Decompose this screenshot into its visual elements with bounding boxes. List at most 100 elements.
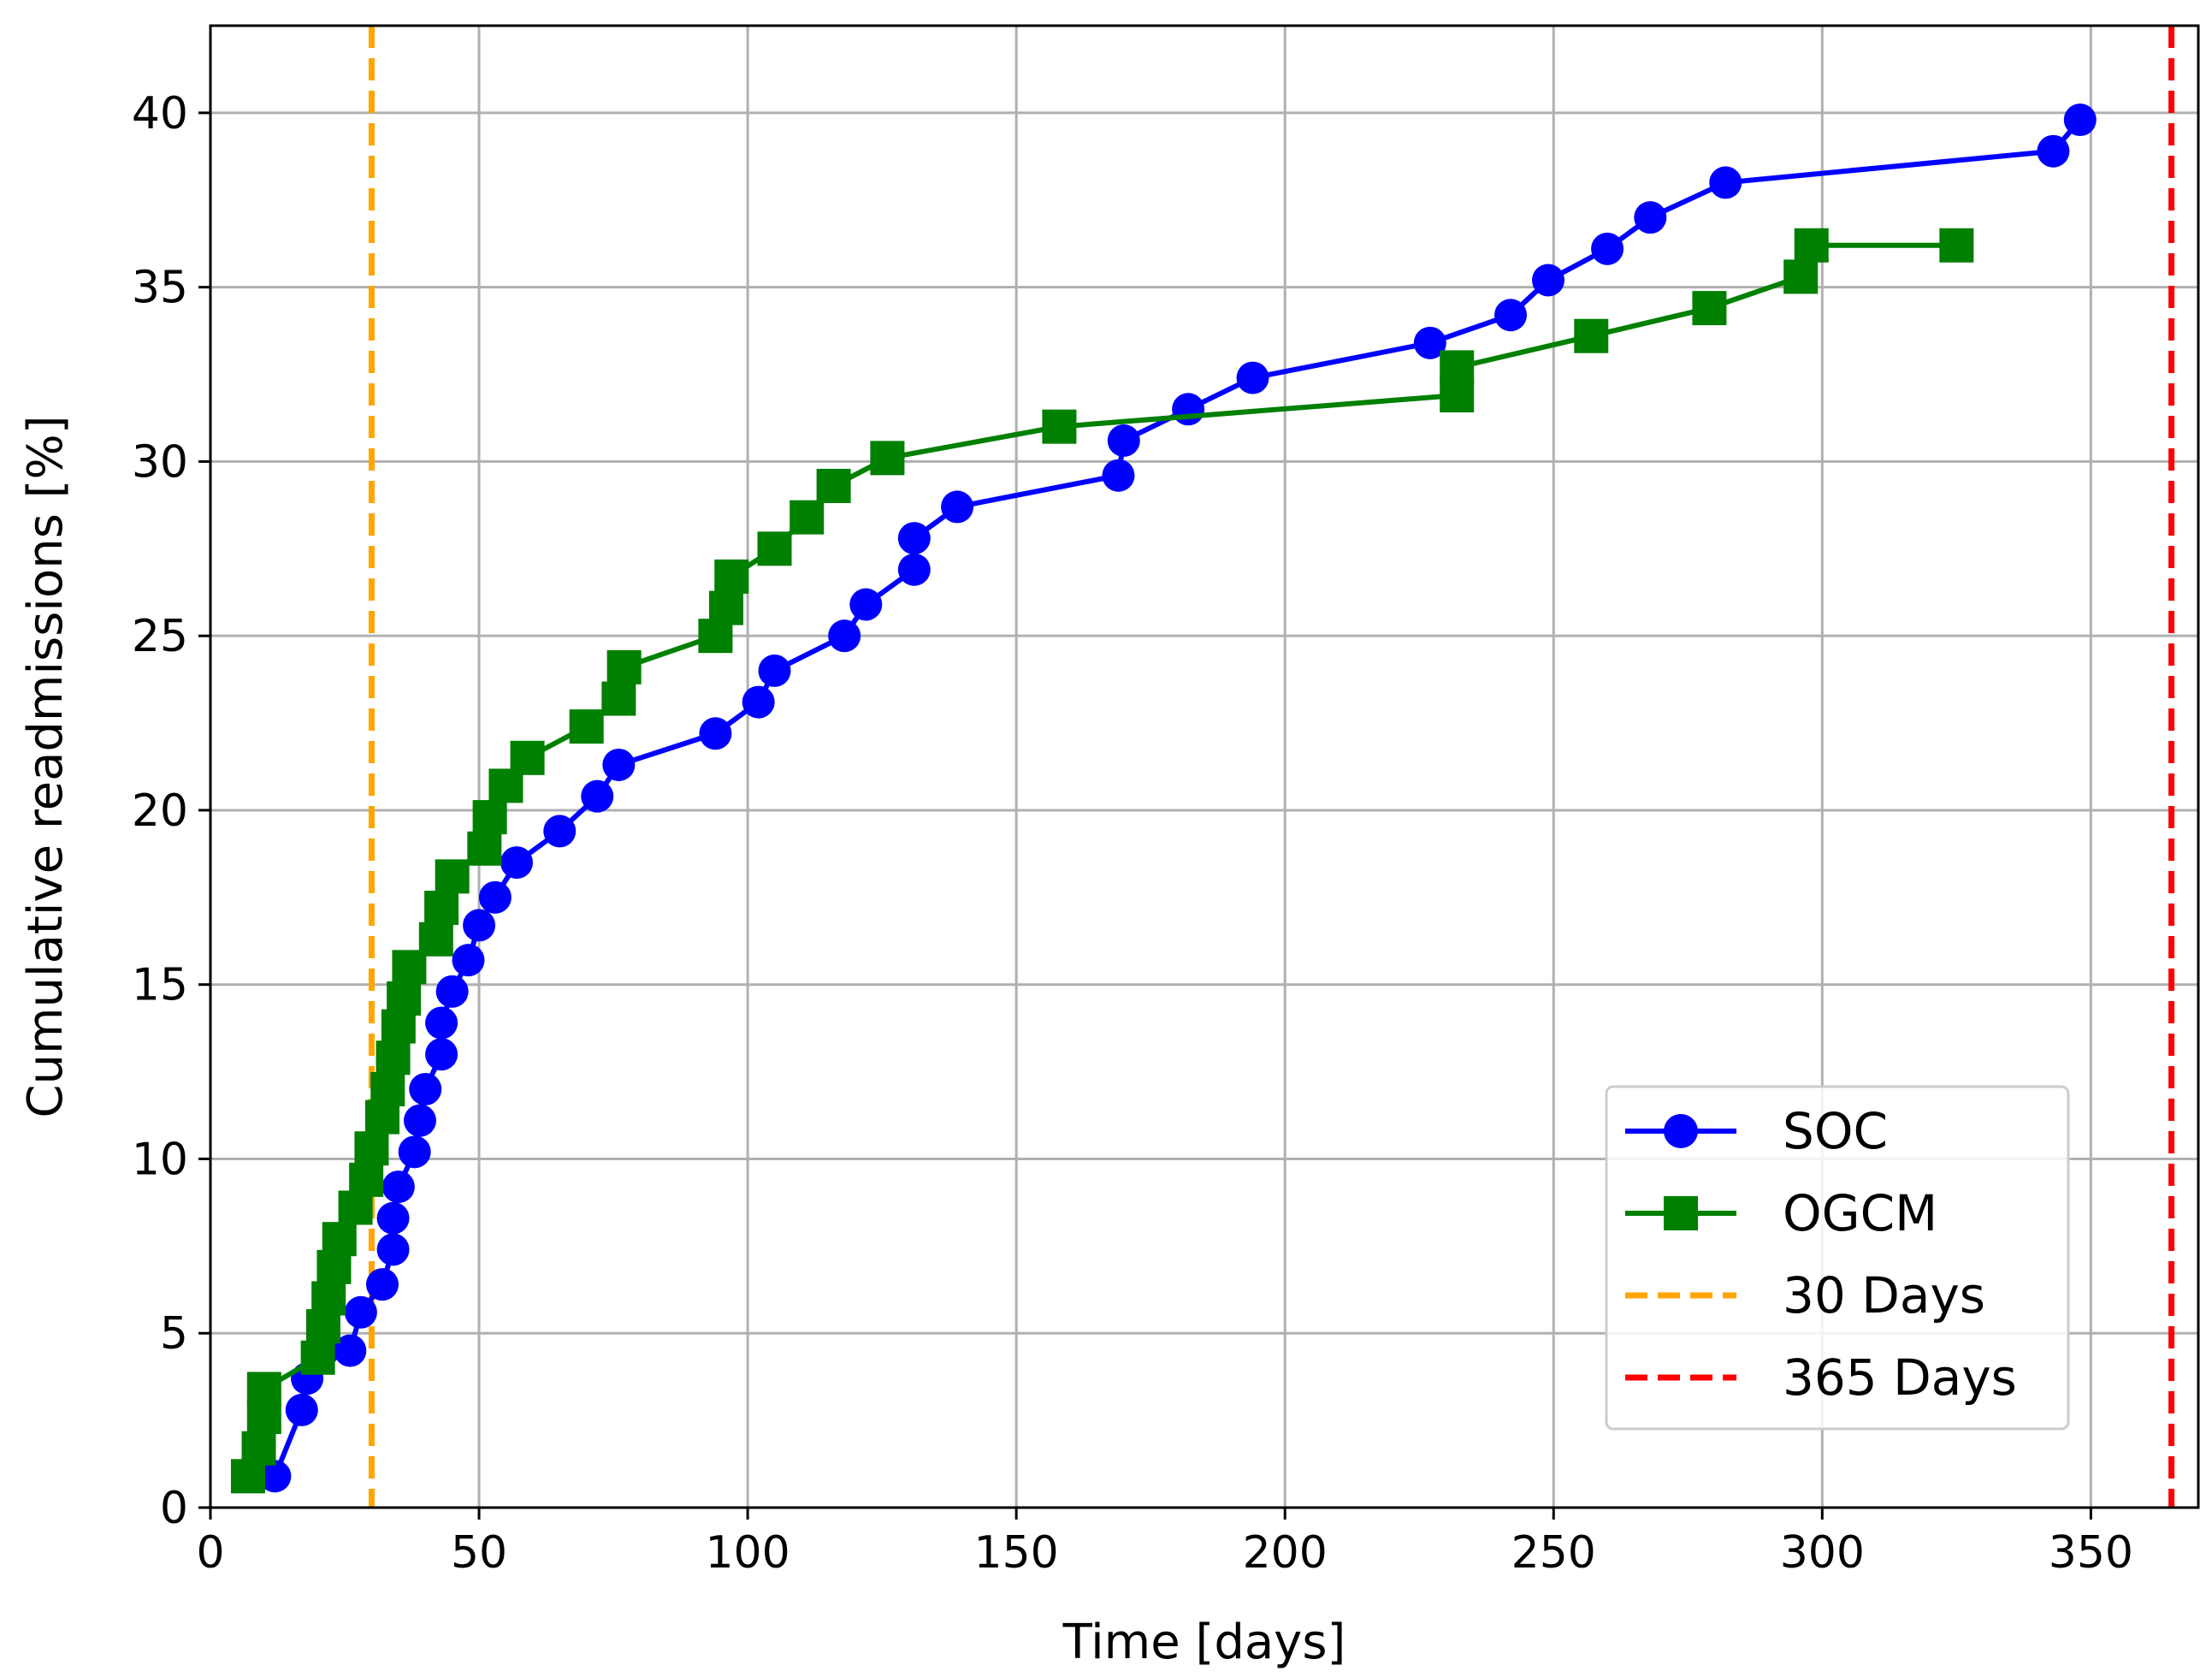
data-point <box>757 531 792 566</box>
data-point <box>354 1131 389 1166</box>
data-point <box>699 717 732 750</box>
data-point <box>334 1334 367 1367</box>
data-point <box>376 1040 411 1076</box>
data-point <box>472 800 507 835</box>
data-point <box>708 590 743 625</box>
x-tick-label: 0 <box>196 1527 224 1579</box>
data-point <box>452 944 485 977</box>
data-point <box>1107 424 1140 457</box>
data-point <box>365 1268 399 1301</box>
legend-label: OGCM <box>1783 1184 1937 1242</box>
data-point <box>409 1072 442 1105</box>
data-point <box>1783 259 1819 294</box>
data-point <box>398 1135 431 1169</box>
data-point <box>897 522 931 555</box>
legend-label: SOC <box>1783 1102 1888 1160</box>
data-point <box>1634 201 1667 234</box>
legend-marker <box>1664 1196 1698 1230</box>
x-tick-label: 350 <box>2049 1527 2133 1579</box>
data-point <box>1494 299 1528 332</box>
legend-marker <box>1664 1114 1698 1148</box>
y-tick-label: 35 <box>132 263 188 314</box>
x-tick-label: 150 <box>974 1527 1059 1579</box>
series-ogcm <box>230 228 1974 1494</box>
data-point <box>300 1340 335 1375</box>
data-point <box>543 815 577 848</box>
data-point <box>387 981 422 1016</box>
data-point <box>1102 459 1135 492</box>
data-point <box>403 1104 436 1137</box>
data-point <box>241 1431 276 1466</box>
y-tick-label: 10 <box>132 1134 188 1185</box>
reference-lines <box>368 26 2175 1508</box>
x-axis-label: Time [days] <box>1062 1615 1346 1670</box>
data-point <box>1042 409 1077 444</box>
data-point <box>478 880 512 914</box>
data-point <box>897 553 931 586</box>
data-point <box>941 490 974 524</box>
axis-ticks: 0 50 100 150 200 250 300 350 0 5 10 15 20 25 30 35 40 <box>132 88 2133 1579</box>
data-point <box>1692 291 1727 326</box>
data-point <box>285 1393 318 1426</box>
data-point <box>376 1201 410 1235</box>
data-point <box>1709 166 1742 199</box>
data-point <box>758 654 791 687</box>
legend: SOC OGCM 30 Days 365 Days <box>1605 1085 2070 1431</box>
data-point <box>606 649 642 684</box>
data-point <box>1413 326 1446 359</box>
data-point <box>467 831 502 866</box>
y-tick-label: 15 <box>132 960 188 1011</box>
data-point <box>742 685 775 719</box>
data-point <box>418 921 453 957</box>
data-point <box>435 859 470 894</box>
data-point <box>714 559 749 594</box>
data-point <box>344 1295 377 1329</box>
data-point <box>1591 232 1624 265</box>
legend-entry: OGCM <box>1625 1184 1937 1242</box>
legend-box <box>1605 1085 2070 1431</box>
legend-entry: 365 Days <box>1625 1348 2017 1407</box>
legend-label: 365 Days <box>1783 1348 2017 1407</box>
data-point <box>463 909 496 942</box>
legend-entry: 30 Days <box>1625 1266 1985 1324</box>
data-series <box>230 104 2097 1494</box>
x-tick-label: 200 <box>1243 1527 1328 1579</box>
data-point <box>376 1233 410 1266</box>
x-tick-label: 50 <box>451 1527 507 1579</box>
y-tick-label: 5 <box>160 1308 188 1360</box>
data-point <box>828 619 861 653</box>
data-point <box>2063 104 2097 137</box>
data-point <box>349 1162 384 1197</box>
data-point <box>1236 361 1269 394</box>
data-point <box>510 740 545 775</box>
data-point <box>424 891 459 926</box>
data-point <box>311 1281 346 1316</box>
data-point <box>322 1222 357 1257</box>
data-point <box>425 1006 458 1040</box>
data-point <box>601 681 636 716</box>
data-point <box>500 846 534 880</box>
data-point <box>425 1038 458 1071</box>
legend-label: 30 Days <box>1783 1266 1985 1324</box>
data-point <box>849 588 883 621</box>
data-point <box>1440 350 1475 385</box>
data-point <box>816 468 851 503</box>
x-tick-label: 250 <box>1511 1527 1596 1579</box>
legend-entry: SOC <box>1625 1102 1888 1160</box>
y-tick-label: 30 <box>132 436 188 488</box>
data-point <box>246 1372 281 1407</box>
data-point <box>581 779 614 813</box>
data-point <box>602 748 636 781</box>
data-point <box>1531 264 1564 297</box>
data-point <box>258 1460 292 1493</box>
data-point <box>790 500 825 535</box>
data-point <box>2037 134 2070 168</box>
data-point <box>1939 228 1974 263</box>
y-tick-label: 25 <box>132 611 188 662</box>
plot-frame <box>209 24 2200 1509</box>
data-point <box>381 1170 415 1204</box>
data-point <box>870 441 905 476</box>
y-tick-label: 20 <box>132 785 188 837</box>
data-point <box>435 975 469 1008</box>
